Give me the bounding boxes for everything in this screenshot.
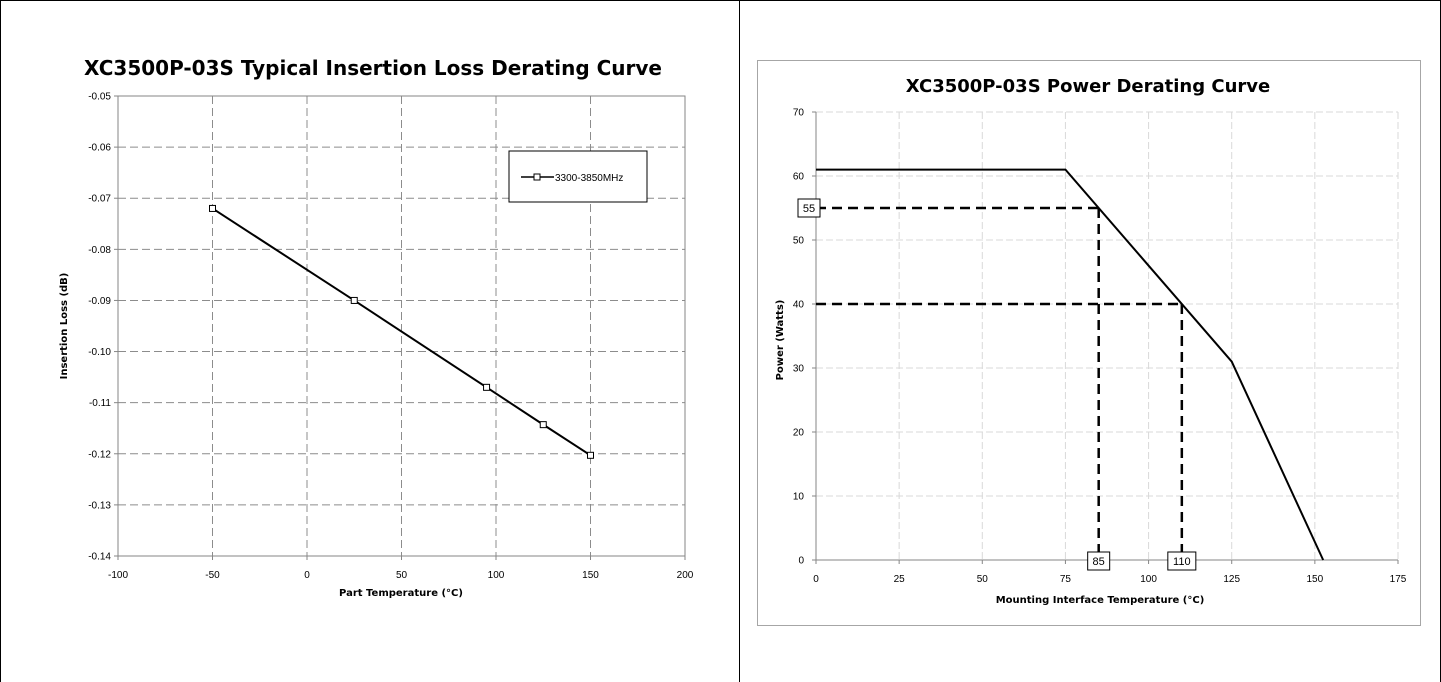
x-tick-label: 200: [677, 570, 694, 581]
power-y-ticks: 0 10 20 30 40 50 60 70: [793, 108, 816, 567]
insertion-loss-y-axis-label: Insertion Loss (dB): [59, 273, 70, 380]
insertion-loss-x-axis-label: Part Temperature (°C): [339, 588, 463, 599]
insertion-loss-series: [209, 204, 594, 459]
x-tick-label: 75: [1060, 574, 1072, 585]
y-tick-label: -0.11: [89, 398, 111, 409]
x-tick-label: -50: [205, 570, 220, 581]
y-tick-label: -0.07: [88, 194, 111, 205]
x-tick-label: 0: [304, 570, 310, 581]
x-tick-label: 175: [1390, 574, 1407, 585]
data-point-marker: [483, 383, 491, 391]
power-x-axis-label: Mounting Interface Temperature (°C): [996, 595, 1205, 606]
x-tick-label: 150: [1307, 574, 1324, 585]
callout-label-x: 110: [1173, 556, 1191, 568]
y-tick-label: -0.13: [88, 500, 111, 511]
y-tick-label: -0.09: [88, 296, 111, 307]
y-tick-label: 50: [793, 236, 805, 247]
x-tick-label: 50: [396, 570, 408, 581]
insertion-loss-x-ticks: -100 -50 0 50 100 150 200: [108, 556, 694, 581]
y-tick-label: 70: [793, 108, 805, 119]
x-tick-label: 150: [582, 570, 599, 581]
x-tick-label: 50: [977, 574, 989, 585]
legend-marker-swatch: [533, 173, 541, 181]
callout-box-x: [1087, 551, 1111, 571]
power-x-ticks: 0 25 50 75 100 125 150 175: [813, 560, 1407, 585]
power-y-axis-label: Power (Watts): [775, 300, 786, 381]
y-tick-label: -0.10: [88, 347, 111, 358]
x-tick-label: -100: [108, 570, 128, 581]
x-tick-label: 125: [1223, 574, 1240, 585]
callout-label-y: 55: [803, 203, 815, 215]
y-tick-label: -0.12: [88, 449, 111, 460]
y-tick-label: -0.14: [88, 552, 111, 563]
y-tick-label: -0.05: [88, 92, 111, 103]
power-grid: [816, 111, 1399, 560]
data-point-marker: [587, 451, 594, 459]
data-point-marker: [539, 421, 547, 429]
data-point-marker: [209, 204, 216, 212]
x-tick-label: 100: [1140, 574, 1157, 585]
power-derating-line: [816, 168, 1325, 561]
power-chart-title: XC3500P-03S Power Derating Curve: [906, 76, 1270, 97]
y-tick-label: -0.06: [88, 143, 111, 154]
power-reference-lines: [816, 206, 1184, 560]
data-point-marker: [350, 296, 358, 304]
y-tick-label: 60: [793, 172, 805, 183]
insertion-loss-chart-title: XC3500P-03S Typical Insertion Loss Derat…: [84, 56, 662, 80]
y-tick-label: 40: [793, 300, 805, 311]
callout-box-y: [797, 198, 821, 218]
y-tick-label: 20: [793, 428, 805, 439]
y-tick-label: -0.08: [88, 245, 111, 256]
insertion-loss-y-ticks: -0.05 -0.06 -0.07 -0.08 -0.09 -0.10 -0.11 -0.12…: [88, 92, 118, 563]
x-tick-label: 100: [488, 570, 505, 581]
x-tick-label: 25: [894, 574, 906, 585]
power-callouts: 55 85 110: [797, 198, 1197, 571]
callout-box-x: [1167, 551, 1197, 571]
y-tick-label: 30: [793, 364, 805, 375]
y-tick-label: 10: [793, 492, 805, 503]
power-chart-frame: [757, 60, 1421, 626]
y-tick-label: 0: [798, 556, 804, 567]
insertion-loss-grid: [118, 96, 685, 556]
callout-label-x: 85: [1093, 556, 1105, 568]
power-series: [816, 168, 1325, 561]
x-tick-label: 0: [813, 574, 819, 585]
legend-series-label: 3300-3850MHz: [555, 173, 623, 184]
insertion-loss-legend: 3300-3850MHz: [508, 150, 648, 203]
